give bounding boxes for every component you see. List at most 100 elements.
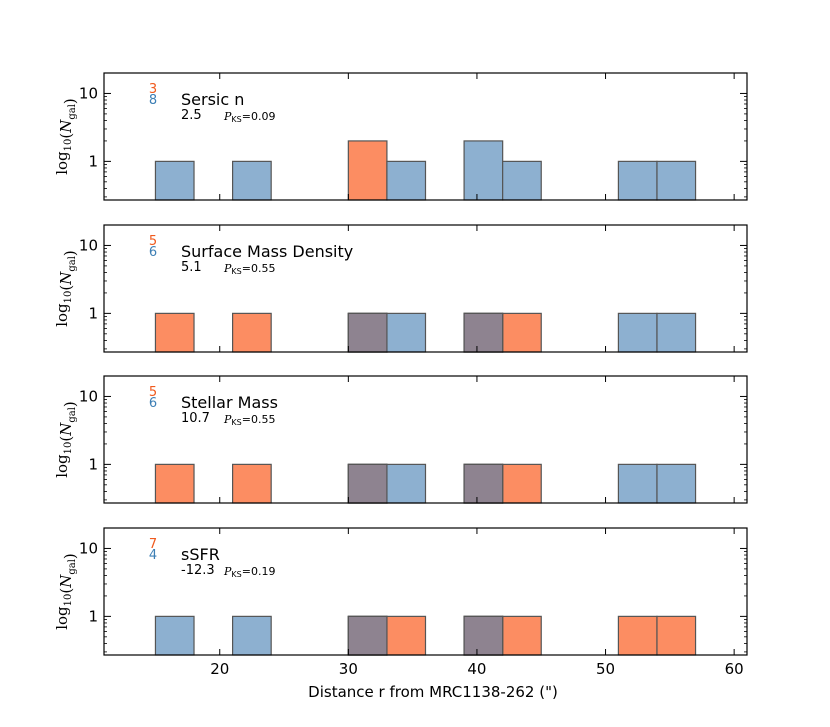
y-label-part: 10 [63, 594, 74, 607]
blue-bar-4 [617, 312, 658, 353]
blue-bar-5 [502, 160, 542, 201]
overlap-bar-4 [463, 312, 504, 353]
count-blue: 8 [149, 93, 157, 108]
count-orange: 5 [149, 385, 157, 400]
y-label-part: N [57, 271, 75, 286]
x-tick-label: 60 [725, 660, 744, 678]
blue-bar-5 [656, 312, 697, 353]
y-label-part: log [53, 151, 71, 175]
x-tick-label: 30 [339, 660, 358, 678]
orange-bar-5 [502, 312, 542, 353]
y-label-part: N [57, 422, 75, 437]
blue-bar-2 [386, 463, 427, 504]
y-label-part: ( [57, 588, 75, 594]
y-label-part: 10 [63, 291, 74, 304]
axes-frame [103, 224, 748, 353]
y-tick-label: 10 [79, 84, 98, 102]
y-label-part: ) [61, 98, 79, 104]
y-tick-label: 10 [79, 236, 98, 254]
blue-bar-2 [232, 160, 272, 201]
orange-bar-4 [502, 615, 542, 656]
blue-bar-4 [463, 140, 504, 201]
orange-bar-1 [347, 140, 388, 201]
count-orange: 5 [149, 234, 157, 249]
x-tick-label: 40 [467, 660, 486, 678]
y-label-part: ( [57, 133, 75, 139]
count-blue: 6 [149, 245, 157, 260]
x-tick-label: 50 [596, 660, 615, 678]
overlap-bar-3 [463, 615, 504, 656]
y-label-part: gal [67, 559, 78, 575]
pks-value: PKS=0.19 [223, 565, 275, 579]
blue-bar-7 [656, 160, 697, 201]
panel-title: sSFR [181, 545, 220, 564]
blue-bar-2 [232, 615, 272, 656]
median-value: -12.3 [181, 563, 215, 578]
blue-bar-3 [386, 160, 427, 201]
y-label-part: gal [67, 104, 78, 120]
pks-value: PKS=0.09 [223, 110, 275, 124]
blue-bar-1 [154, 615, 195, 656]
blue-bar-6 [617, 160, 658, 201]
y-tick-label: 1 [88, 607, 98, 625]
orange-bar-2 [386, 615, 427, 656]
y-axis-label: log10(Ngal) [53, 553, 79, 630]
overlap-bar-3 [347, 312, 388, 353]
orange-bar-1 [154, 312, 195, 353]
panel-title: Sersic n [181, 90, 244, 109]
y-tick-label: 1 [88, 455, 98, 473]
panel-title: Stellar Mass [181, 393, 278, 412]
panel-title: Surface Mass Density [181, 242, 353, 261]
blue-bar-4 [617, 463, 658, 504]
median-value: 5.1 [181, 260, 202, 275]
axes-frame [103, 375, 748, 504]
y-label-part: 10 [63, 442, 74, 455]
y-label-part: log [53, 606, 71, 630]
y-axis-label: log10(Ngal) [53, 250, 79, 327]
orange-bar-2 [232, 312, 272, 353]
y-tick-label: 10 [79, 387, 98, 405]
y-tick-label: 10 [79, 539, 98, 557]
pks-value: PKS=0.55 [223, 413, 275, 427]
y-label-part: 10 [63, 139, 74, 152]
y-tick-label: 1 [88, 304, 98, 322]
y-label-part: ( [57, 285, 75, 291]
x-tick-label: 20 [210, 660, 229, 678]
overlap-bar-1 [347, 615, 388, 656]
count-blue: 4 [149, 548, 157, 563]
y-label-part: ) [61, 250, 79, 256]
orange-bar-6 [656, 615, 697, 656]
y-label-part: ) [61, 553, 79, 559]
y-label-part: log [53, 454, 71, 478]
orange-bar-5 [617, 615, 658, 656]
y-label-part: N [57, 119, 75, 134]
count-orange: 3 [149, 82, 157, 97]
y-label-part: ) [61, 401, 79, 407]
y-axis-label: log10(Ngal) [53, 98, 79, 175]
count-blue: 6 [149, 396, 157, 411]
y-label-part: gal [67, 407, 78, 423]
blue-bar-1 [154, 160, 195, 201]
median-value: 2.5 [181, 108, 202, 123]
y-tick-label: 1 [88, 152, 98, 170]
median-value: 10.7 [181, 411, 210, 426]
axes-frame [103, 527, 748, 656]
blue-bar-2 [386, 312, 427, 353]
count-orange: 7 [149, 537, 157, 552]
orange-bar-2 [232, 463, 272, 504]
blue-bar-5 [656, 463, 697, 504]
overlap-bar-4 [463, 463, 504, 504]
y-label-part: gal [67, 256, 78, 272]
x-axis-label: Distance r from MRC1138-262 (") [308, 683, 558, 701]
orange-bar-5 [502, 463, 542, 504]
axes-frame [103, 72, 748, 201]
orange-bar-1 [154, 463, 195, 504]
y-axis-label: log10(Ngal) [53, 401, 79, 478]
overlap-bar-3 [347, 463, 388, 504]
